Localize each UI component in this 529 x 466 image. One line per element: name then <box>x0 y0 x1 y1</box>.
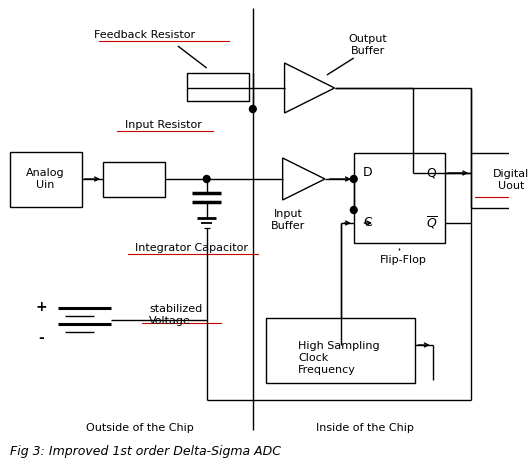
Text: +: + <box>35 300 47 314</box>
Text: Input Resistor: Input Resistor <box>125 120 202 130</box>
Bar <box>103 162 166 197</box>
Text: Inside of the Chip: Inside of the Chip <box>316 423 414 433</box>
Bar <box>471 153 529 208</box>
Bar <box>354 153 445 243</box>
Bar <box>266 318 415 383</box>
Text: Q: Q <box>427 166 436 179</box>
Circle shape <box>350 176 357 183</box>
Text: Fig 3: Improved 1st order Delta-Sigma ADC: Fig 3: Improved 1st order Delta-Sigma AD… <box>10 445 280 459</box>
Bar <box>10 152 81 207</box>
Text: Flip-Flop: Flip-Flop <box>380 255 427 265</box>
Text: Input
Buffer: Input Buffer <box>271 209 306 231</box>
Polygon shape <box>282 158 325 200</box>
Text: Integrator Capacitor: Integrator Capacitor <box>134 243 248 253</box>
Polygon shape <box>285 63 334 113</box>
Text: Outside of the Chip: Outside of the Chip <box>86 423 193 433</box>
Text: High Sampling
Clock
Frequency: High Sampling Clock Frequency <box>298 342 380 375</box>
Text: D: D <box>362 166 372 179</box>
Text: Digital
Uout: Digital Uout <box>494 169 529 191</box>
Circle shape <box>203 176 210 183</box>
Text: -: - <box>39 331 44 345</box>
Text: Output
Buffer: Output Buffer <box>349 34 388 56</box>
Text: C: C <box>363 217 371 229</box>
Text: $\overline{Q}$: $\overline{Q}$ <box>426 215 437 231</box>
Circle shape <box>250 105 256 112</box>
Circle shape <box>350 206 357 213</box>
Text: Analog
Uin: Analog Uin <box>26 168 65 190</box>
Bar <box>187 73 249 101</box>
Text: Feedback Resistor: Feedback Resistor <box>94 30 195 40</box>
Text: stabilized
Voltage: stabilized Voltage <box>149 304 202 326</box>
